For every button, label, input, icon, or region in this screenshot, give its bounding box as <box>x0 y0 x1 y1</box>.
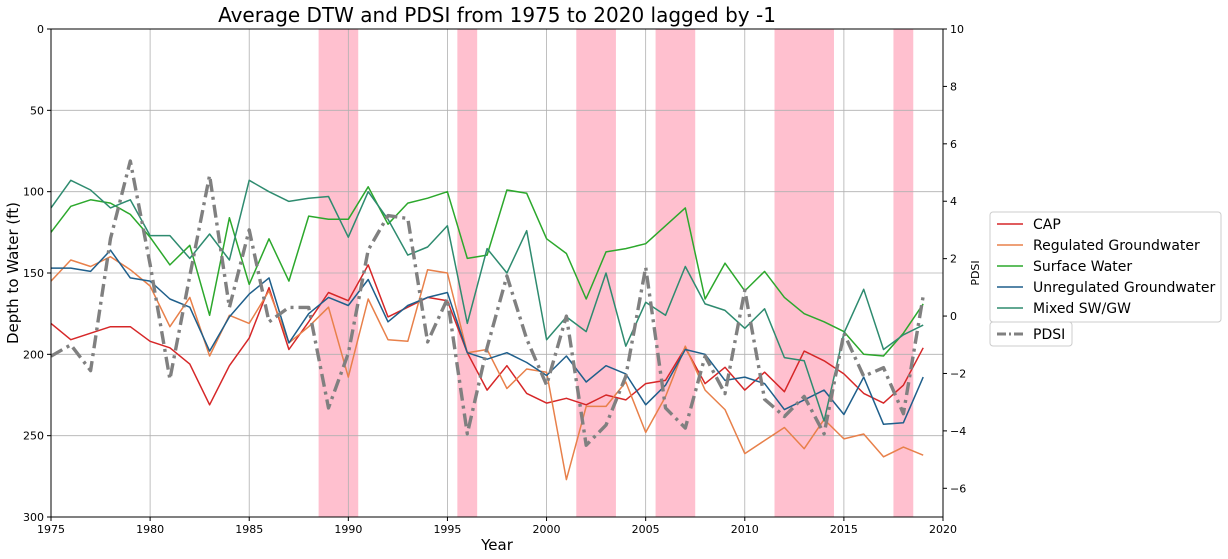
series-line-cap <box>50 264 924 406</box>
axes: 1975 1980 1985 1990 1995 2000 2005 2010 2015 2020… <box>23 23 966 536</box>
x-tick-label-9: 2020 <box>929 523 957 536</box>
x-tick-label-7: 2010 <box>731 523 759 536</box>
y-axis-label: Depth to Water (ft) <box>4 202 22 344</box>
y2-tick-label-1: −4 <box>950 425 966 438</box>
series-line-pdsi <box>50 159 925 447</box>
x-tick-label-5: 2000 <box>533 523 561 536</box>
x-tick-label-0: 1975 <box>37 523 65 536</box>
legend-label-1: Regulated Groundwater <box>1033 238 1200 254</box>
chart-title: Average DTW and PDSI from 1975 to 2020 l… <box>218 3 776 27</box>
x-tick-label-3: 1990 <box>334 523 362 536</box>
y2-axis-label: PDSI <box>969 260 982 285</box>
y2-tick-label-2: −2 <box>950 367 966 380</box>
y2-tick-label-4: 2 <box>950 253 957 266</box>
y2-tick-label-8: 10 <box>950 23 964 36</box>
y-tick-label-1: 50 <box>30 104 44 117</box>
series-lines <box>50 159 925 481</box>
legend-label-4: Mixed SW/GW <box>1033 301 1131 317</box>
legend: CAP Regulated Groundwater Surface Water Unr… <box>989 211 1222 347</box>
y2-tick-label-3: 0 <box>950 310 957 323</box>
y2-tick-label-0: −6 <box>950 482 966 495</box>
x-tick-label-1: 1980 <box>136 523 164 536</box>
legend-box-dtw <box>989 211 1222 323</box>
y2-tick-label-7: 8 <box>950 80 957 93</box>
x-tick-label-2: 1985 <box>235 523 263 536</box>
x-tick-label-6: 2005 <box>632 523 660 536</box>
legend-label-3: Unregulated Groundwater <box>1033 280 1215 296</box>
legend-box-pdsi <box>989 321 1073 347</box>
y-tick-label-6: 300 <box>23 511 44 524</box>
y-tick-label-3: 150 <box>23 267 44 280</box>
y-tick-label-4: 200 <box>23 348 44 361</box>
y2-tick-label-6: 6 <box>950 138 957 151</box>
x-axis-label: Year <box>480 536 514 554</box>
y-tick-label-5: 250 <box>23 430 44 443</box>
x-tick-label-8: 2015 <box>830 523 858 536</box>
series-line-mixed-sw-gw <box>50 179 924 422</box>
y-tick-label-0: 0 <box>37 23 44 36</box>
y2-tick-label-5: 4 <box>950 195 957 208</box>
x-tick-label-4: 1995 <box>433 523 461 536</box>
legend-label-pdsi: PDSI <box>1033 327 1065 343</box>
legend-label-2: Surface Water <box>1033 259 1132 275</box>
y-tick-label-2: 100 <box>23 186 44 199</box>
legend-label-0: CAP <box>1033 217 1061 233</box>
series-line-unregulated-groundwater <box>51 249 924 426</box>
series-line-surface-water <box>50 186 924 357</box>
